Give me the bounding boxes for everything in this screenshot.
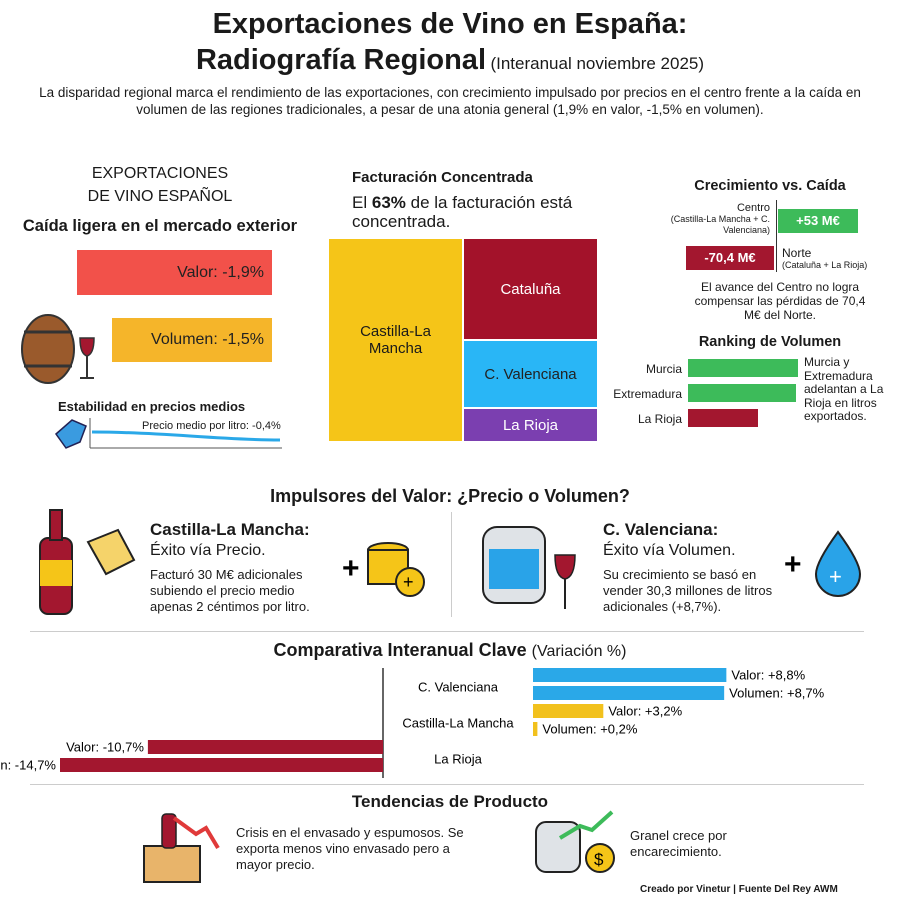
- value-label: Valor: -10,7%: [66, 739, 144, 754]
- exports-heading-1: EXPORTACIONES: [91, 165, 229, 182]
- title-note: (Interanual noviembre 2025): [490, 54, 705, 73]
- svg-text:+: +: [342, 552, 360, 585]
- drop-icon: + +: [784, 530, 862, 597]
- svg-text:+: +: [784, 548, 802, 581]
- left-driver-name: Castilla-La Mancha:: [150, 520, 310, 539]
- ranking-item: Murcia: [645, 362, 682, 376]
- price-icon: [54, 418, 282, 449]
- exports-subtitle: Caída ligera en el mercado exterior: [22, 217, 298, 235]
- right-driver-text: Su crecimiento se basó en vender 30,3 mi…: [603, 567, 773, 614]
- title-line2: Radiografía Regional: [195, 44, 486, 76]
- bar: [533, 704, 604, 718]
- barrel-icon: [21, 314, 95, 384]
- growth-axis: [776, 200, 777, 272]
- value-label: Volumen: -14,7%: [0, 757, 56, 772]
- category-label: La Rioja: [434, 751, 482, 766]
- drivers-title: Impulsores del Valor: ¿Precio o Volumen?: [270, 486, 630, 506]
- centro-label: Centro: [736, 202, 770, 214]
- svg-text:$: $: [594, 850, 604, 869]
- coins-icon: + +: [342, 542, 425, 597]
- title-line1: Exportaciones de Vino en España:: [212, 8, 688, 40]
- price-label: Precio medio por litro: -0,4%: [142, 420, 281, 432]
- category-label: C. Valenciana: [418, 679, 499, 694]
- bar: [60, 758, 383, 772]
- ranking-title: Ranking de Volumen: [698, 334, 842, 350]
- volume-badge: Volumen: -1,5%: [112, 318, 272, 362]
- norte-value: -70,4 M€: [686, 246, 774, 270]
- svg-text:+: +: [403, 572, 414, 592]
- comparison-title: Comparativa Interanual Clave: [273, 640, 527, 660]
- stability-title: Estabilidad en precios medios: [58, 399, 246, 414]
- ranking-bar: [688, 359, 798, 377]
- ranking-item: Extremadura: [613, 387, 682, 401]
- exports-heading-2: DE VINO ESPAÑOL: [87, 188, 233, 205]
- left-driver-subtitle: Éxito vía Precio.: [150, 542, 266, 559]
- ranking-item: La Rioja: [637, 412, 682, 426]
- value-badge: Valor: -1,9%: [77, 250, 272, 295]
- billing-title: Facturación Concentrada: [352, 169, 533, 186]
- value-label: Valor: +3,2%: [608, 703, 682, 718]
- ranking-bar: [688, 409, 758, 427]
- norte-detail: (Cataluña + La Rioja): [782, 260, 868, 270]
- bar: [533, 668, 727, 682]
- bar: [147, 740, 383, 754]
- category-label: Castilla-La Mancha: [402, 715, 514, 730]
- billing-highlight: 63%: [371, 193, 406, 212]
- trends-left: Crisis en el envasado y espumosos. Se ex…: [236, 825, 464, 872]
- intro: La disparidad regional marca el rendimie…: [39, 85, 861, 117]
- value-label: Valor: +8,8%: [731, 667, 805, 682]
- trends-title: Tendencias de Producto: [351, 792, 549, 811]
- ranking-bar: [688, 384, 796, 402]
- credit: Creado por Vinetur | Fuente Del Rey AWM: [640, 884, 838, 895]
- divider: [451, 512, 452, 617]
- billing-text-end: de la facturación está concentrada.: [352, 193, 573, 231]
- growth-title: Crecimiento vs. Caída: [694, 178, 846, 194]
- centro-value: +53 M€: [778, 209, 858, 233]
- divider: [30, 631, 864, 632]
- tile-rioja: La Rioja: [463, 408, 598, 442]
- norte-label: Norte: [782, 246, 812, 260]
- billing-text-start: El: [352, 193, 368, 212]
- centro-detail: (Castilla-La Mancha + C. Valenciana): [670, 214, 770, 235]
- bulk-icon: $: [535, 810, 615, 873]
- title-line2-wrap: Radiografía Regional (Interanual noviemb…: [0, 44, 900, 77]
- trends-right: Granel crece por encarecimiento.: [630, 828, 727, 859]
- value-label: Volumen: +8,7%: [729, 685, 824, 700]
- comparison-chart: C. Valenciana Valor: +8,8% Volumen: +8,7% C…: [0, 667, 825, 778]
- growth-note: El avance del Centro no logra compensar …: [694, 280, 866, 322]
- left-driver-text: Facturó 30 M€ adicionales subiendo el pr…: [150, 567, 310, 614]
- divider: [30, 784, 864, 785]
- tile-cataluna: Cataluña: [463, 238, 598, 340]
- tile-valenciana: C. Valenciana: [463, 340, 598, 408]
- bar: [533, 722, 538, 736]
- bar: [533, 686, 725, 700]
- box-icon: [143, 813, 220, 883]
- tank-icon: [482, 526, 576, 609]
- billing-text: El 63% de la facturación está concentrad…: [352, 193, 582, 231]
- comparison-title-wrap: Comparativa Interanual Clave (Variación …: [0, 640, 900, 661]
- ranking-note: Murcia y Extremadura adelantan a La Rioj…: [804, 355, 884, 423]
- right-driver-subtitle: Éxito vía Volumen.: [603, 542, 736, 559]
- tile-castilla: Castilla-La Mancha: [328, 238, 463, 442]
- svg-text:+: +: [829, 564, 842, 589]
- right-driver-name: C. Valenciana:: [603, 520, 719, 539]
- price-tag-icon: [39, 509, 136, 615]
- value-label: Volumen: +0,2%: [542, 721, 637, 736]
- comparison-note: (Variación %): [531, 643, 627, 660]
